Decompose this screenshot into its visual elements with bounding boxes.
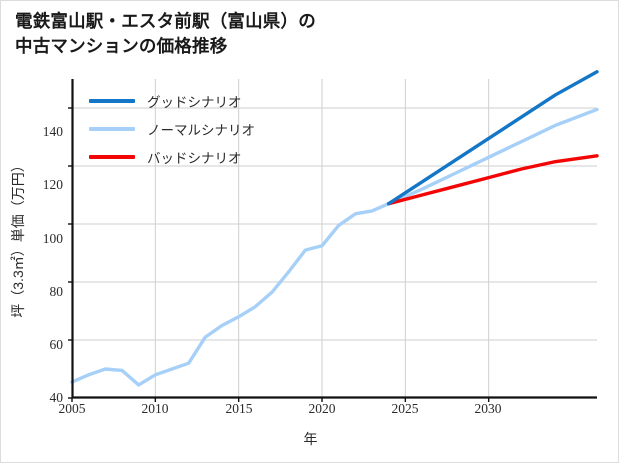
x-tick-label: 2015 [225,401,253,416]
y-tick-label: 100 [42,231,63,246]
y-tick-label: 120 [42,177,63,192]
series-layer [70,70,599,387]
legend-item-bad[interactable]: バッドシナリオ [89,149,255,166]
x-tick-label: 2030 [474,401,502,416]
legend-swatch-bad-icon [89,155,135,159]
y-axis-title: 坪（3.3㎡）単価（万円） [10,158,26,318]
x-axis-title: 年 [303,431,318,447]
series-line [386,70,599,206]
y-tick-label: 40 [49,390,64,405]
tick-marks [68,107,490,402]
legend-swatch-good-icon [89,99,135,103]
legend-label-bad: バッドシナリオ [147,151,242,166]
legend-item-normal[interactable]: ノーマルシナリオ [89,121,255,138]
legend-label-normal: ノーマルシナリオ [147,123,255,138]
chart-legend: グッドシナリオ ノーマルシナリオ バッドシナリオ [89,93,255,166]
plot-background [72,79,597,398]
legend-swatch-normal-icon [89,127,135,131]
page-title: 電鉄富山駅・エスタ前駅（富山県）の 中古マンションの価格推移 [15,11,316,57]
x-tick-label: 2010 [141,401,169,416]
series-line [70,107,599,387]
series-line [386,154,599,206]
y-tick-label: 140 [42,124,63,139]
x-tick-label: 2005 [58,401,86,416]
legend-item-good[interactable]: グッドシナリオ [89,93,255,110]
x-tick-label: 2020 [308,401,336,416]
y-tick-label: 80 [49,284,64,299]
horizontal-gridlines [72,107,597,341]
legend-label-good: グッドシナリオ [147,95,242,110]
x-tick-label: 2025 [391,401,419,416]
vertical-gridlines [154,79,490,398]
y-tick-label: 60 [49,337,64,352]
